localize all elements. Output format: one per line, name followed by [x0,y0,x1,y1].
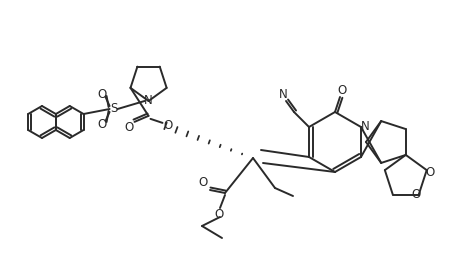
Text: O: O [337,83,346,96]
Text: O: O [125,122,134,134]
Text: O: O [425,166,434,179]
Text: O: O [198,177,207,190]
Text: O: O [97,87,106,100]
Text: O: O [411,188,420,201]
Text: N: N [361,120,369,133]
Text: S: S [110,103,117,116]
Text: N: N [144,94,153,107]
Text: O: O [97,117,106,130]
Text: O: O [164,119,173,132]
Text: N: N [279,89,287,102]
Text: O: O [214,208,224,221]
